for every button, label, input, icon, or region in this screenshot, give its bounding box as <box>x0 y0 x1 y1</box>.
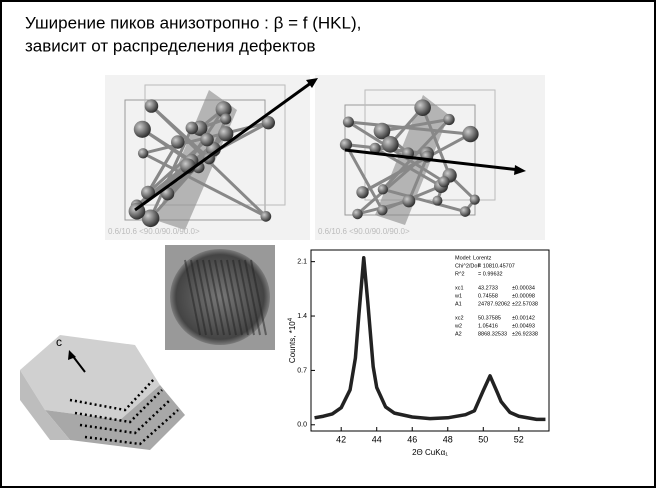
title-line: Уширение пиков анизотропно : β = f (HKL)… <box>25 13 361 32</box>
x-tick-label: 52 <box>514 434 524 444</box>
fit-parameter: xc1 <box>455 285 464 291</box>
fit-parameter: 43.2733 <box>478 285 498 291</box>
fit-parameter: xc2 <box>455 315 464 321</box>
x-tick-label: 46 <box>407 434 417 444</box>
x-tick-label: 48 <box>443 434 453 444</box>
fit-parameter: ±0.00493 <box>512 323 535 329</box>
atom <box>462 126 478 142</box>
atom <box>261 211 272 222</box>
fit-parameter: Model: Lorentz <box>455 255 492 261</box>
x-tick-label: 42 <box>336 434 346 444</box>
fit-parameter: 0.74558 <box>478 293 498 299</box>
fit-parameter: ±26.92338 <box>512 331 538 337</box>
atom <box>470 195 480 205</box>
fit-parameter: 8868.32533 <box>478 331 507 337</box>
fit-parameter: A1 <box>455 301 462 307</box>
atom <box>138 148 148 158</box>
image-caption: 0.6/10.6 <90.0/90.0/90.0> <box>108 227 200 236</box>
y-axis-label: Counts, *104 <box>288 317 298 363</box>
x-axis-label: 2Θ CuKα₁ <box>412 448 448 457</box>
x-tick-label: 44 <box>372 434 382 444</box>
y-label-text: Counts, *10 <box>288 321 297 363</box>
atom <box>438 176 449 187</box>
y-tick-label: 1.4 <box>297 313 307 320</box>
atom <box>134 121 151 138</box>
fit-parameter: w1 <box>454 293 462 299</box>
atom <box>443 114 454 125</box>
atom <box>414 99 431 116</box>
atom <box>343 116 354 127</box>
slide-canvas: Уширение пиков анизотропно : β = f (HKL)… <box>0 0 656 488</box>
fit-parameter: A2 <box>455 331 462 337</box>
atom <box>186 122 199 135</box>
fit-parameter: 24787.92062 <box>478 301 510 307</box>
atom <box>460 206 471 217</box>
atom <box>382 136 399 153</box>
fit-parameter: 1.05416 <box>478 323 498 329</box>
fit-parameter: 50.37585 <box>478 315 501 321</box>
atom <box>378 184 388 194</box>
fit-parameter: ±0.00034 <box>512 285 535 291</box>
fit-parameter: ±0.00098 <box>512 293 535 299</box>
atom <box>145 99 159 113</box>
y-tick-label: 0.0 <box>297 422 307 429</box>
x-tick-label: 50 <box>478 434 488 444</box>
slide: Уширение пиков анизотропно : β = f (HKL)… <box>0 0 656 488</box>
atom <box>171 135 185 149</box>
atom <box>356 186 368 198</box>
image-caption: 0.6/10.6 <90.0/90.0/90.0> <box>318 227 410 236</box>
y-tick-label: 2.1 <box>297 258 307 265</box>
atom <box>377 205 387 215</box>
atom <box>200 133 214 147</box>
fit-parameter: = 10810.45707 <box>478 263 515 269</box>
atom <box>432 196 442 206</box>
atom <box>402 195 415 208</box>
atom <box>352 209 363 220</box>
title-line: зависит от распределения дефектов <box>25 36 316 55</box>
fit-parameter: R^2 <box>455 271 465 277</box>
axis-label: c <box>56 335 62 349</box>
fit-parameter: w2 <box>454 323 462 329</box>
fit-parameter: ±22.57038 <box>512 301 538 307</box>
fit-parameter: ±0.00142 <box>512 315 535 321</box>
atom <box>220 113 231 124</box>
y-tick-label: 0.7 <box>297 367 307 374</box>
fit-parameter: = 0.99632 <box>478 271 503 277</box>
